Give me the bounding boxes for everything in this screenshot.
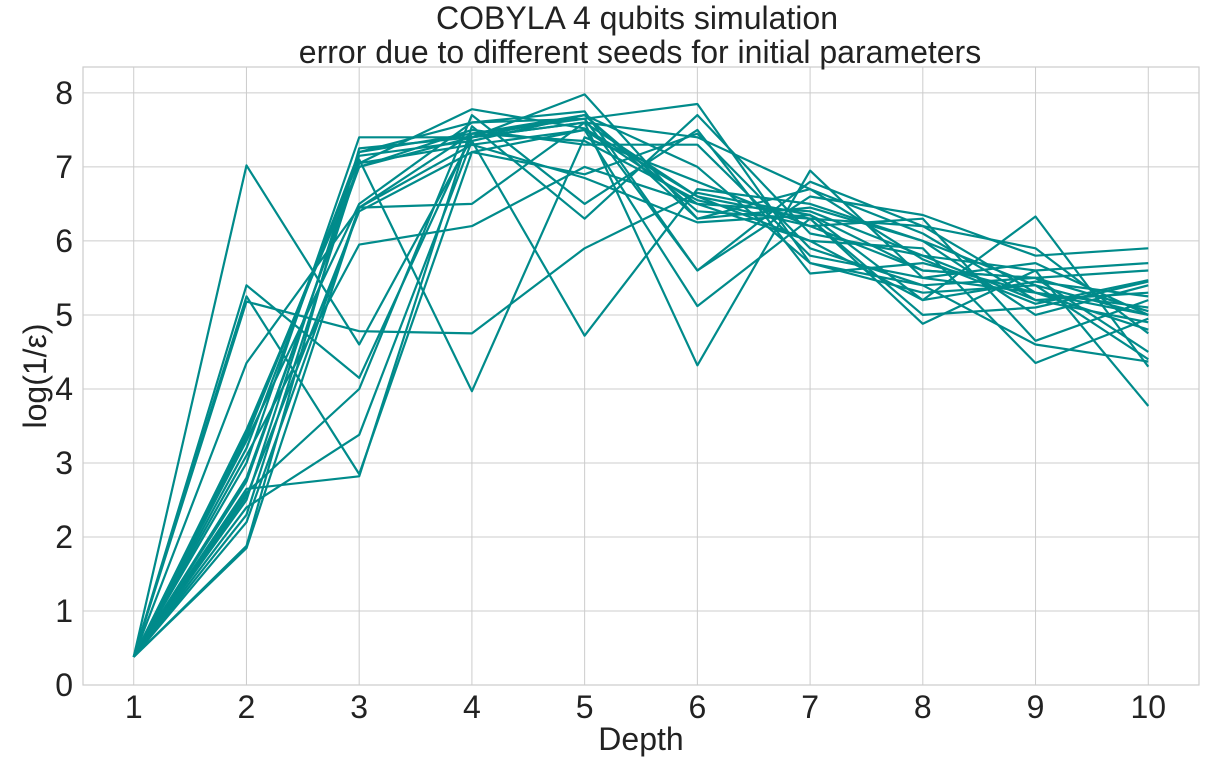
- x-tick-label: 10: [1130, 689, 1166, 725]
- x-axis-label: Depth: [598, 721, 683, 757]
- y-tick-label: 4: [55, 371, 73, 407]
- chart-title-line1: COBYLA 4 qubits simulation: [436, 0, 838, 36]
- y-tick-label: 7: [55, 149, 73, 185]
- y-axis-label: log(1/ε): [17, 324, 53, 429]
- tick-labels: 1 2 3 4 5 6 7 8 9 10 0 1 2 3 4 5 6 7 8: [55, 75, 1166, 725]
- series-line-16: [132, 132, 1149, 658]
- series-line-5: [132, 121, 1149, 658]
- x-tick-label: 9: [1027, 689, 1045, 725]
- x-tick-label: 3: [350, 689, 368, 725]
- x-tick-label: 2: [238, 689, 256, 725]
- x-tick-label: 1: [125, 689, 143, 725]
- y-tick-label: 1: [55, 593, 73, 629]
- series-line-18: [132, 113, 1149, 658]
- x-tick-label: 7: [801, 689, 819, 725]
- series-lines: [132, 93, 1150, 658]
- series-line-22: [132, 132, 1149, 658]
- series-line-23: [132, 121, 1149, 658]
- series-line-13: [132, 128, 1150, 658]
- y-tick-label: 0: [55, 667, 73, 703]
- y-tick-label: 2: [55, 519, 73, 555]
- x-tick-label: 6: [688, 689, 706, 725]
- y-tick-label: 5: [55, 297, 73, 333]
- y-tick-label: 6: [55, 223, 73, 259]
- x-tick-label: 4: [463, 689, 481, 725]
- series-line-20: [132, 143, 1149, 658]
- chart-title-line2: error due to different seeds for initial…: [299, 34, 981, 70]
- x-tick-label: 8: [914, 689, 932, 725]
- series-line-21: [132, 113, 1149, 658]
- y-tick-label: 3: [55, 445, 73, 481]
- plot-frame: [82, 66, 1200, 686]
- series-line-17: [132, 117, 1149, 658]
- series-line-15: [132, 113, 1149, 658]
- x-tick-label: 5: [576, 689, 594, 725]
- y-tick-label: 8: [55, 75, 73, 111]
